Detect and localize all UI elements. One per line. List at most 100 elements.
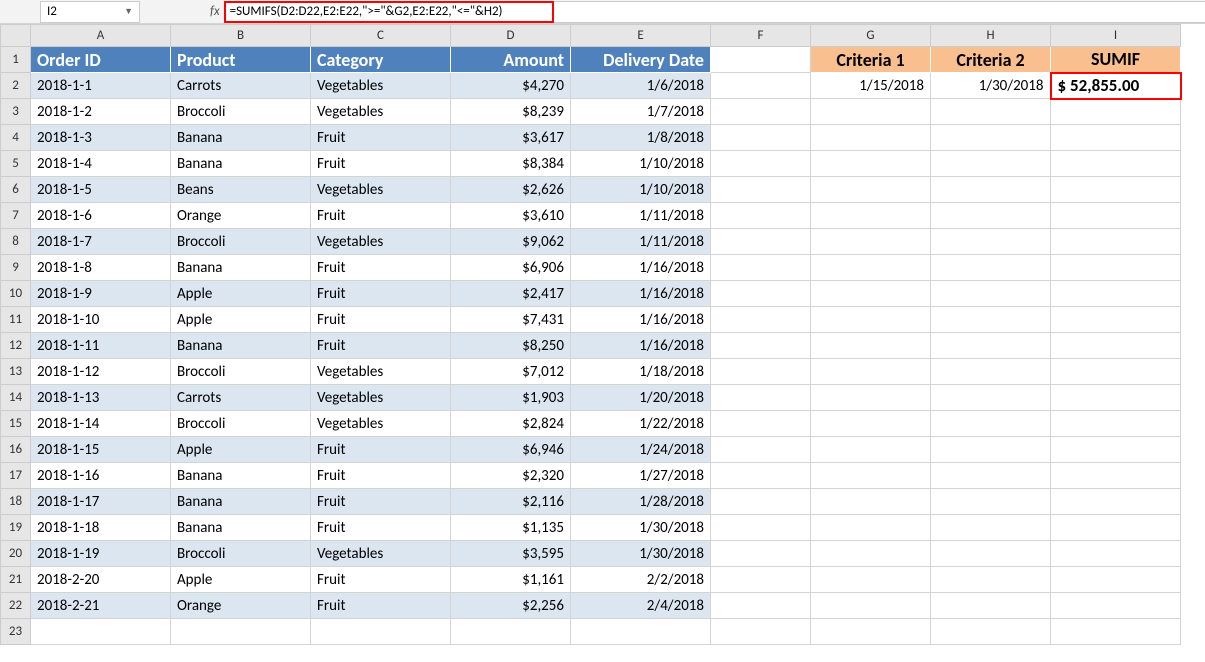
cell-C6[interactable]: Vegetables: [311, 177, 451, 203]
cell-B3[interactable]: Broccoli: [171, 99, 311, 125]
cell-I23[interactable]: [1051, 619, 1181, 645]
cell-I22[interactable]: [1051, 593, 1181, 619]
cell-E13[interactable]: 1/18/2018: [571, 359, 711, 385]
cell-H15[interactable]: [931, 411, 1051, 437]
cell-B8[interactable]: Broccoli: [171, 229, 311, 255]
cell-F20[interactable]: [711, 541, 811, 567]
cell-F12[interactable]: [711, 333, 811, 359]
cell-I14[interactable]: [1051, 385, 1181, 411]
cell-C19[interactable]: Fruit: [311, 515, 451, 541]
cell-E9[interactable]: 1/16/2018: [571, 255, 711, 281]
cell-C9[interactable]: Fruit: [311, 255, 451, 281]
cell-F3[interactable]: [711, 99, 811, 125]
cell-I2[interactable]: $ 52,855.00: [1051, 73, 1181, 99]
row-header-13[interactable]: 13: [1, 359, 31, 385]
cell-F4[interactable]: [711, 125, 811, 151]
cell-A17[interactable]: 2018-1-16: [31, 463, 171, 489]
row-header-11[interactable]: 11: [1, 307, 31, 333]
cell-D19[interactable]: $1,135: [451, 515, 571, 541]
cell-E8[interactable]: 1/11/2018: [571, 229, 711, 255]
cell-F17[interactable]: [711, 463, 811, 489]
cell-D18[interactable]: $2,116: [451, 489, 571, 515]
cell-C12[interactable]: Fruit: [311, 333, 451, 359]
cell-A15[interactable]: 2018-1-14: [31, 411, 171, 437]
cell-E7[interactable]: 1/11/2018: [571, 203, 711, 229]
cell-H1[interactable]: Criteria 2: [931, 47, 1051, 73]
row-header-20[interactable]: 20: [1, 541, 31, 567]
cell-E16[interactable]: 1/24/2018: [571, 437, 711, 463]
cell-F13[interactable]: [711, 359, 811, 385]
cell-D16[interactable]: $6,946: [451, 437, 571, 463]
cell-F16[interactable]: [711, 437, 811, 463]
cell-A2[interactable]: 2018-1-1: [31, 73, 171, 99]
cell-B1[interactable]: Product: [171, 47, 311, 73]
cell-H17[interactable]: [931, 463, 1051, 489]
cell-E23[interactable]: [571, 619, 711, 645]
col-header-E[interactable]: E: [571, 25, 711, 47]
cell-H6[interactable]: [931, 177, 1051, 203]
cell-E19[interactable]: 1/30/2018: [571, 515, 711, 541]
row-header-10[interactable]: 10: [1, 281, 31, 307]
cell-D21[interactable]: $1,161: [451, 567, 571, 593]
col-header-G[interactable]: G: [811, 25, 931, 47]
cell-B2[interactable]: Carrots: [171, 73, 311, 99]
cell-B23[interactable]: [171, 619, 311, 645]
cell-F1[interactable]: [711, 47, 811, 73]
cell-A22[interactable]: 2018-2-21: [31, 593, 171, 619]
cell-B17[interactable]: Banana: [171, 463, 311, 489]
col-header-D[interactable]: D: [451, 25, 571, 47]
cell-D13[interactable]: $7,012: [451, 359, 571, 385]
cell-E1[interactable]: Delivery Date: [571, 47, 711, 73]
cell-B15[interactable]: Broccoli: [171, 411, 311, 437]
col-header-I[interactable]: I: [1051, 25, 1181, 47]
cell-G12[interactable]: [811, 333, 931, 359]
row-header-21[interactable]: 21: [1, 567, 31, 593]
cell-D15[interactable]: $2,824: [451, 411, 571, 437]
cell-E6[interactable]: 1/10/2018: [571, 177, 711, 203]
cell-I4[interactable]: [1051, 125, 1181, 151]
row-header-5[interactable]: 5: [1, 151, 31, 177]
cell-G10[interactable]: [811, 281, 931, 307]
cell-G6[interactable]: [811, 177, 931, 203]
cell-A4[interactable]: 2018-1-3: [31, 125, 171, 151]
row-header-8[interactable]: 8: [1, 229, 31, 255]
cell-A3[interactable]: 2018-1-2: [31, 99, 171, 125]
cell-D14[interactable]: $1,903: [451, 385, 571, 411]
formula-bar-rest[interactable]: [554, 1, 1205, 23]
cell-E4[interactable]: 1/8/2018: [571, 125, 711, 151]
cell-B19[interactable]: Banana: [171, 515, 311, 541]
cell-D22[interactable]: $2,256: [451, 593, 571, 619]
cell-G3[interactable]: [811, 99, 931, 125]
cell-H13[interactable]: [931, 359, 1051, 385]
name-box[interactable]: I2 ▼: [40, 1, 140, 23]
cell-E18[interactable]: 1/28/2018: [571, 489, 711, 515]
cell-I20[interactable]: [1051, 541, 1181, 567]
cell-H18[interactable]: [931, 489, 1051, 515]
cell-H12[interactable]: [931, 333, 1051, 359]
row-header-19[interactable]: 19: [1, 515, 31, 541]
cell-D5[interactable]: $8,384: [451, 151, 571, 177]
cell-F14[interactable]: [711, 385, 811, 411]
cell-H21[interactable]: [931, 567, 1051, 593]
cell-G23[interactable]: [811, 619, 931, 645]
cell-D4[interactable]: $3,617: [451, 125, 571, 151]
cell-F15[interactable]: [711, 411, 811, 437]
cell-A21[interactable]: 2018-2-20: [31, 567, 171, 593]
cell-D20[interactable]: $3,595: [451, 541, 571, 567]
col-header-A[interactable]: A: [31, 25, 171, 47]
cell-B14[interactable]: Carrots: [171, 385, 311, 411]
col-header-F[interactable]: F: [711, 25, 811, 47]
cell-H9[interactable]: [931, 255, 1051, 281]
cell-G20[interactable]: [811, 541, 931, 567]
cell-D6[interactable]: $2,626: [451, 177, 571, 203]
cell-A7[interactable]: 2018-1-6: [31, 203, 171, 229]
cell-A12[interactable]: 2018-1-11: [31, 333, 171, 359]
cell-B11[interactable]: Apple: [171, 307, 311, 333]
cell-I17[interactable]: [1051, 463, 1181, 489]
cell-C23[interactable]: [311, 619, 451, 645]
cell-G7[interactable]: [811, 203, 931, 229]
cell-E20[interactable]: 1/30/2018: [571, 541, 711, 567]
cell-D17[interactable]: $2,320: [451, 463, 571, 489]
cell-E10[interactable]: 1/16/2018: [571, 281, 711, 307]
cell-F7[interactable]: [711, 203, 811, 229]
